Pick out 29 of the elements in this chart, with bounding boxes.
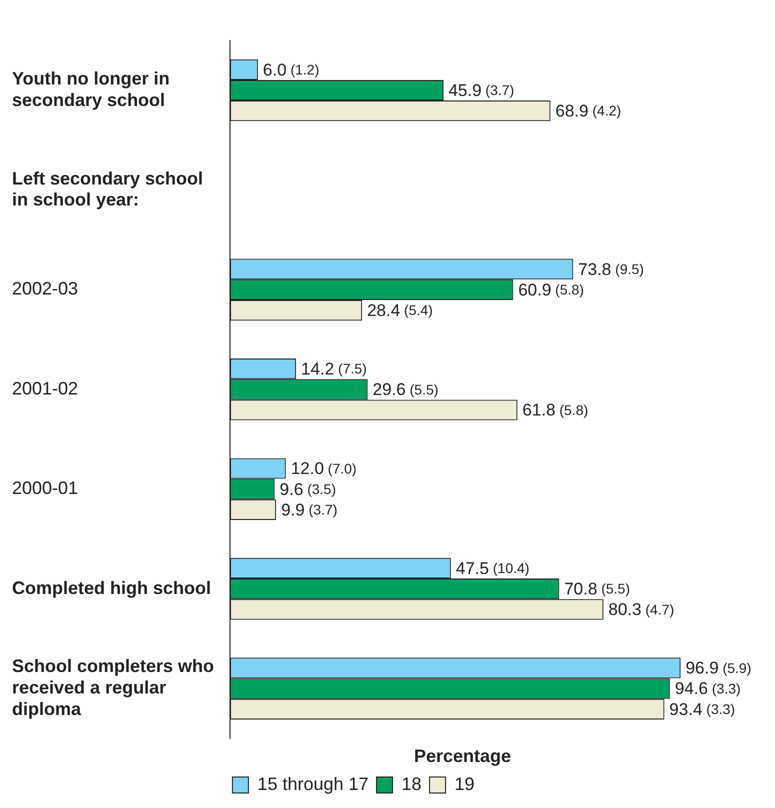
text: Left secondary school in school year: (12, 168, 204, 210)
data-label: 47.5 (10.4) (456, 558, 530, 578)
y-tick-label: Completed high school (12, 578, 212, 598)
data-label: 94.6 (3.3) (674, 679, 741, 698)
y-tick-label: 2002-03 (12, 278, 78, 299)
y-tick-label: 2000-01 (12, 478, 78, 498)
data-label: 12.0 (7.0) (290, 459, 357, 478)
data-label: 60.9 (5.8) (518, 280, 584, 300)
legend-label: 19 (454, 774, 475, 794)
data-label: 73.8 (9.5) (578, 260, 644, 279)
data-label: 28.4 (5.4) (367, 300, 433, 320)
data-label: 93.4 (3.3) (669, 700, 736, 719)
y-tick-label: School completers who received a regular diploma (12, 656, 214, 720)
data-label: 9.9 (3.7) (281, 500, 338, 520)
data-label: 14.2 (7.5) (301, 359, 367, 378)
data-label: 29.6 (5.5) (372, 380, 438, 400)
legend-label: 15 through 17 (257, 774, 369, 794)
data-label: 70.8 (5.5) (564, 580, 630, 599)
data-label: 9.6 (3.5) (280, 480, 336, 499)
data-label: 45.9 (3.7) (448, 80, 514, 100)
y-tick-label: Youth no longer in secondary school (12, 68, 170, 110)
data-label: 80.3 (4.7) (608, 600, 674, 620)
legend-label: 18 (402, 774, 422, 794)
data-label: 6.0 (1.2) (262, 60, 320, 80)
data-label: 61.8 (5.8) (522, 400, 588, 420)
data-label: 96.9 (5.9) (686, 658, 752, 678)
y-tick-label: 2001-02 (12, 378, 78, 398)
x-axis-title: Percentage (414, 746, 512, 766)
data-label: 68.9 (4.2) (555, 102, 622, 121)
